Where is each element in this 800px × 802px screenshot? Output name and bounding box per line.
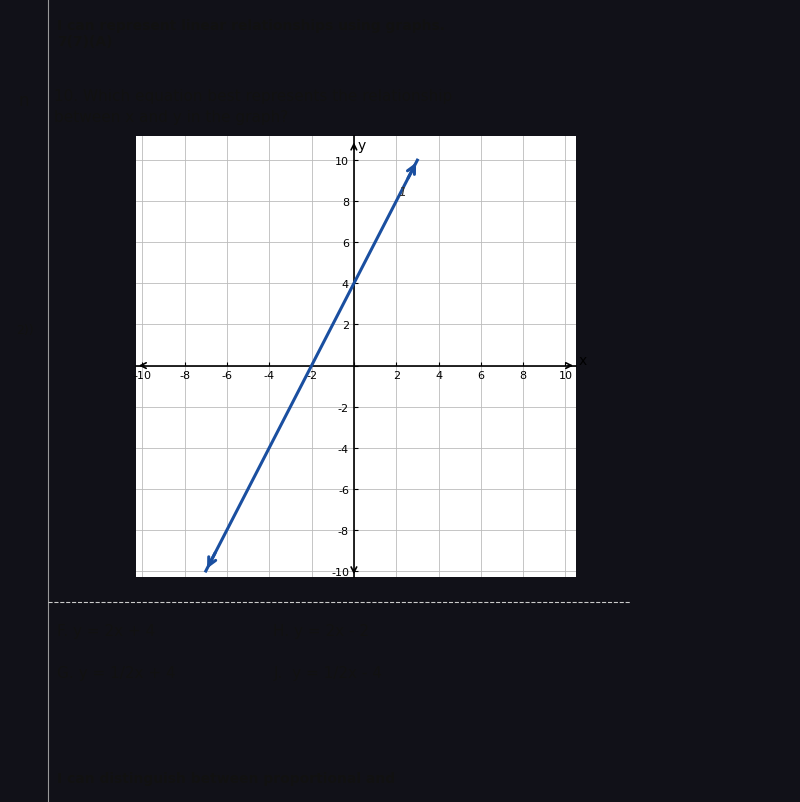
Text: 1: 1 bbox=[398, 186, 406, 199]
Text: G. y = 1/2x + 4: G. y = 1/2x + 4 bbox=[58, 665, 176, 680]
Text: 2)): 2)) bbox=[16, 324, 34, 337]
Text: F. y = 2x + 4: F. y = 2x + 4 bbox=[58, 623, 155, 638]
Text: x: x bbox=[578, 354, 586, 368]
Text: 10. Which equation best represents the relationship: 10. Which equation best represents the r… bbox=[54, 89, 452, 103]
Text: y: y bbox=[357, 139, 366, 152]
Text: J.  y = 1/2x - 4: J. y = 1/2x - 4 bbox=[274, 665, 382, 680]
Text: 7(7)(A): 7(7)(A) bbox=[58, 35, 113, 49]
Text: I can distinguish between proportional and: I can distinguish between proportional a… bbox=[58, 771, 395, 784]
Text: I can represent linear relationships using graphs.: I can represent linear relationships usi… bbox=[58, 19, 446, 33]
Text: n: n bbox=[19, 92, 30, 111]
Text: H. y = 2x - 2: H. y = 2x - 2 bbox=[274, 623, 370, 638]
Text: between x and y in the graph?: between x and y in the graph? bbox=[54, 110, 288, 124]
